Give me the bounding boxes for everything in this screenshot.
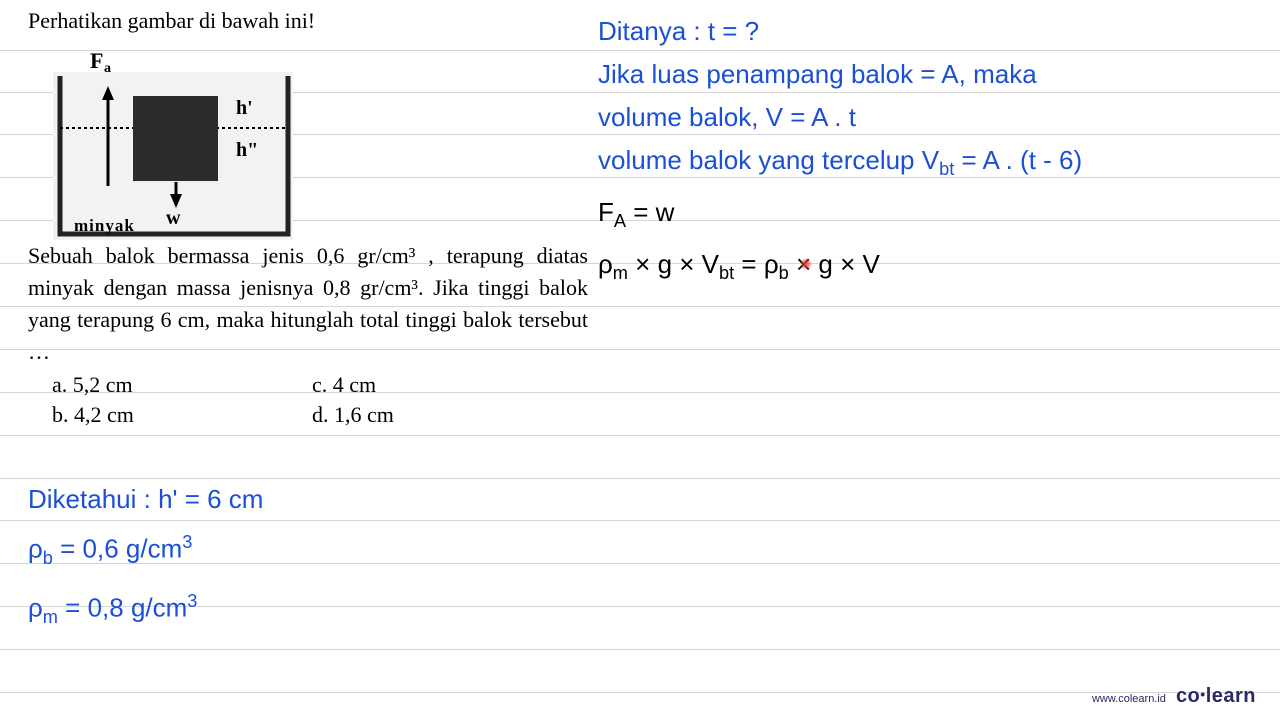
svg-text:F: F <box>90 48 103 73</box>
known-line-2: ρb = 0,6 g/cm3 <box>28 521 263 580</box>
option-a: a. 5,2 cm <box>52 372 312 398</box>
physics-diagram: F a h' h" w minyak <box>38 36 318 236</box>
option-d: d. 1,6 cm <box>312 402 512 428</box>
option-b: b. 4,2 cm <box>52 402 312 428</box>
problem-intro: Perhatikan gambar di bawah ini! <box>28 8 588 34</box>
footer-brand: www.colearn.id co•learn <box>1092 685 1256 708</box>
footer-url: www.colearn.id <box>1092 693 1166 705</box>
svg-text:w: w <box>166 207 181 229</box>
option-c: c. 4 cm <box>312 372 512 398</box>
work-line-2: Jika luas penampang balok = A, maka <box>598 53 1082 96</box>
svg-text:minyak: minyak <box>74 216 135 235</box>
work-line-4: volume balok yang tercelup Vbt = A . (t … <box>598 139 1082 191</box>
left-column: Perhatikan gambar di bawah ini! F a h' h… <box>28 8 588 428</box>
brand-logo: co•learn <box>1176 685 1256 708</box>
answer-options: a. 5,2 cm c. 4 cm b. 4,2 cm d. 1,6 cm <box>28 372 588 428</box>
svg-text:a: a <box>104 61 111 76</box>
known-line-3: ρm = 0,8 g/cm3 <box>28 580 263 639</box>
svg-text:h": h" <box>236 139 258 161</box>
work-line-3: volume balok, V = A . t <box>598 96 1082 139</box>
solution-steps: Ditanya : t = ? Jika luas penampang balo… <box>598 10 1082 296</box>
work-line-1: Ditanya : t = ? <box>598 10 1082 53</box>
problem-body: Sebuah balok bermassa jenis 0,6 gr/cm³ ,… <box>28 240 588 368</box>
known-values: Diketahui : h' = 6 cm ρb = 0,6 g/cm3 ρm … <box>28 478 263 639</box>
cursor-highlight-icon <box>800 258 812 270</box>
work-line-6: ρm × g × Vbt = ρb × g × V <box>598 243 1082 295</box>
svg-text:h': h' <box>236 97 253 119</box>
known-line-1: Diketahui : h' = 6 cm <box>28 478 263 521</box>
work-line-5: FA = w <box>598 191 1082 243</box>
